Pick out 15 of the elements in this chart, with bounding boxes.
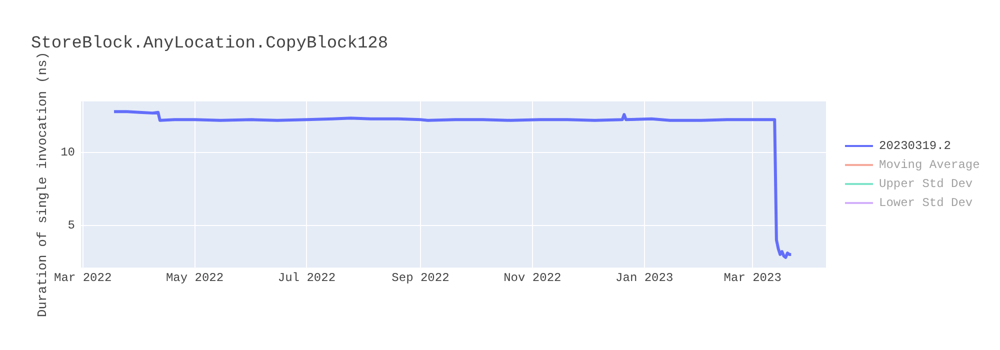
legend-label: Lower Std Dev (879, 196, 973, 210)
x-tick-label: Sep 2022 (392, 270, 450, 285)
x-tick-label: Mar 2022 (54, 270, 112, 285)
chart-title: StoreBlock.AnyLocation.CopyBlock128 (31, 34, 388, 54)
legend-label: Moving Average (879, 158, 980, 172)
x-tick-label: Mar 2023 (724, 270, 782, 285)
x-tick-label: May 2022 (166, 270, 224, 285)
x-tick-label: Jan 2023 (616, 270, 674, 285)
y-tick-label: 10 (60, 146, 75, 160)
x-tick-label: Nov 2022 (504, 270, 562, 285)
y-tick-label: 5 (68, 218, 75, 232)
y-axis-title: Duration of single invocation (ns) (35, 52, 50, 318)
legend-label: Upper Std Dev (879, 176, 973, 190)
x-tick-label: Jul 2022 (278, 270, 336, 285)
legend-label: 20230319.2 (879, 138, 952, 152)
